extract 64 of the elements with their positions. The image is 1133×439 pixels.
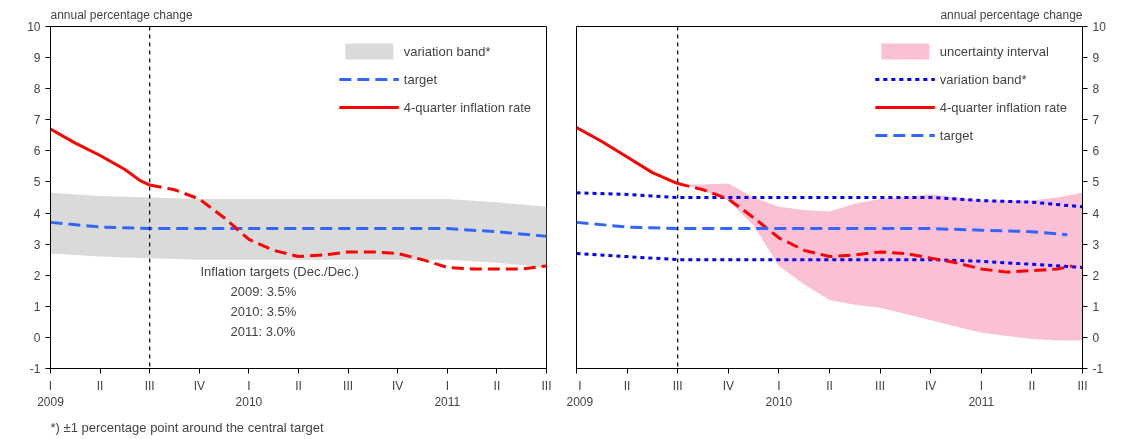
y2-tick-label: 5 bbox=[1092, 175, 1100, 190]
x-tick-label: II bbox=[295, 378, 302, 393]
x-tick-label: III bbox=[1077, 378, 1088, 393]
text: *) ±1 percentage point around the central target bbox=[50, 419, 324, 435]
x-tick-label: II bbox=[1028, 378, 1036, 393]
annotation: 2011: 3.0% bbox=[230, 323, 296, 339]
y-tick-label: 8 bbox=[33, 82, 41, 97]
legend-label: variation band* bbox=[403, 43, 491, 59]
y2-tick-label: 6 bbox=[1092, 144, 1100, 159]
y2-tick-label: 0 bbox=[1092, 330, 1100, 345]
legend-label: variation band* bbox=[939, 71, 1027, 87]
x-tick-label: I 2009 bbox=[566, 378, 594, 410]
y-tick-label: 7 bbox=[33, 113, 41, 128]
y2-tick-label: 3 bbox=[1092, 237, 1100, 252]
x-tick-label: III bbox=[672, 378, 683, 393]
annotation: Inflation targets (Dec./Dec.) bbox=[200, 263, 359, 279]
y-tick-label: 2 bbox=[33, 268, 41, 283]
y2-axis-title: annual percentage change bbox=[940, 7, 1083, 22]
y2-tick-label: 8 bbox=[1092, 82, 1100, 97]
x-tick-label: III bbox=[541, 378, 552, 393]
line-series bbox=[50, 220, 547, 238]
y2-tick-label: 1 bbox=[1092, 299, 1100, 314]
y-axis-title: annual percentage change bbox=[50, 7, 193, 22]
legend-label: target bbox=[939, 127, 974, 143]
y2-tick-label: 4 bbox=[1092, 206, 1100, 221]
x-tick-label: II bbox=[623, 378, 631, 393]
x-tick-label: IV bbox=[722, 378, 734, 393]
x-tick-label: II bbox=[96, 378, 104, 393]
y2-tick-label: -1 bbox=[1092, 362, 1104, 376]
y-tick-label: 0 bbox=[33, 330, 41, 345]
y2-tick-label: 7 bbox=[1092, 113, 1100, 128]
y-tick-label: 1 bbox=[33, 299, 41, 314]
legend-label: 4-quarter inflation rate bbox=[939, 99, 1067, 115]
y-tick-label: 3 bbox=[33, 237, 41, 252]
x-tick-label: III bbox=[144, 378, 155, 393]
y-tick-label: 5 bbox=[33, 175, 41, 190]
y-tick-label: 10 bbox=[27, 20, 41, 34]
line-series bbox=[576, 251, 1083, 269]
x-tick-label: I 2011 bbox=[434, 378, 461, 410]
y2-tick-label: 9 bbox=[1092, 51, 1100, 66]
x-tick-label: II bbox=[826, 378, 833, 393]
x-tick-label: IV bbox=[193, 378, 205, 393]
line-series bbox=[576, 220, 1069, 237]
legend-label: 4-quarter inflation rate bbox=[403, 99, 531, 115]
x-tick-label: I 2011 bbox=[968, 378, 995, 410]
annotation: 2010: 3.5% bbox=[230, 303, 297, 319]
line-series bbox=[576, 191, 1083, 209]
x-tick-label: II bbox=[493, 378, 501, 393]
legend-label: uncertainty interval bbox=[939, 43, 1049, 59]
x-tick-label: I 2010 bbox=[235, 378, 263, 410]
y-tick-label: 4 bbox=[33, 206, 41, 221]
annotation: 2009: 3.5% bbox=[230, 283, 297, 299]
x-tick-label: III bbox=[343, 378, 354, 393]
x-tick-label: III bbox=[875, 378, 886, 393]
x-tick-label: IV bbox=[392, 378, 404, 393]
x-tick-label: IV bbox=[925, 378, 937, 393]
y2-tick-label: 10 bbox=[1092, 20, 1107, 34]
x-tick-label: I 2009 bbox=[37, 378, 65, 410]
legend-label: target bbox=[403, 71, 438, 87]
y-tick-label: 9 bbox=[33, 51, 41, 66]
x-tick-label: I 2010 bbox=[765, 378, 793, 410]
y-tick-label: 6 bbox=[33, 144, 41, 159]
y-tick-label: -1 bbox=[29, 362, 41, 376]
y2-tick-label: 2 bbox=[1092, 268, 1100, 283]
